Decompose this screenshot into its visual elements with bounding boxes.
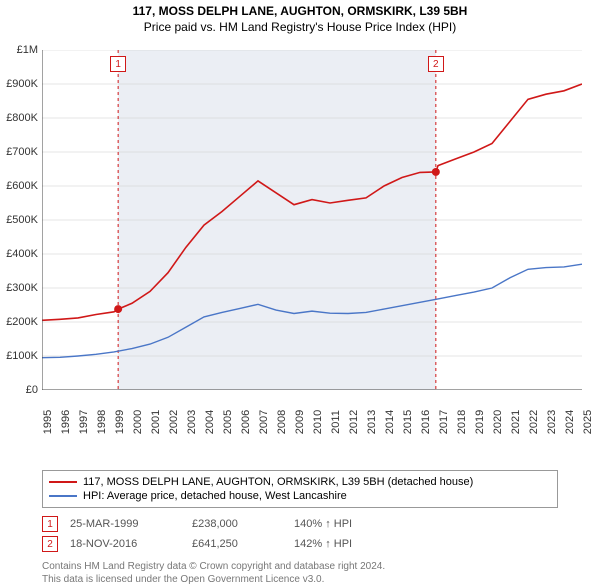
legend: 117, MOSS DELPH LANE, AUGHTON, ORMSKIRK,… <box>42 470 558 508</box>
sale-row: 2 18-NOV-2016 £641,250 142% ↑ HPI <box>42 534 558 554</box>
y-tick-label: £0 <box>0 384 38 396</box>
x-tick-label: 2022 <box>528 410 540 434</box>
legend-swatch <box>49 495 77 497</box>
x-tick-label: 2007 <box>258 410 270 434</box>
y-tick-label: £600K <box>0 180 38 192</box>
y-tick-label: £800K <box>0 112 38 124</box>
chart-subtitle: Price paid vs. HM Land Registry's House … <box>0 20 600 34</box>
x-tick-label: 2013 <box>366 410 378 434</box>
chart-marker-1: 1 <box>110 56 126 72</box>
x-tick-label: 2016 <box>420 410 432 434</box>
y-tick-label: £100K <box>0 350 38 362</box>
x-tick-label: 1999 <box>114 410 126 434</box>
x-tick-label: 2001 <box>150 410 162 434</box>
x-tick-label: 1997 <box>78 410 90 434</box>
x-tick-label: 2017 <box>438 410 450 434</box>
x-tick-label: 2019 <box>474 410 486 434</box>
x-tick-label: 2023 <box>546 410 558 434</box>
footer: Contains HM Land Registry data © Crown c… <box>42 560 558 586</box>
sale-price: £641,250 <box>192 538 282 550</box>
x-tick-label: 1998 <box>96 410 108 434</box>
x-tick-label: 2009 <box>294 410 306 434</box>
x-tick-label: 1995 <box>42 410 54 434</box>
x-tick-label: 2010 <box>312 410 324 434</box>
sale-price: £238,000 <box>192 518 282 530</box>
x-tick-label: 2008 <box>276 410 288 434</box>
legend-label: HPI: Average price, detached house, West… <box>83 490 347 502</box>
chart-marker-2: 2 <box>428 56 444 72</box>
sale-marker: 2 <box>42 536 58 552</box>
y-tick-label: £1M <box>0 44 38 56</box>
y-tick-label: £400K <box>0 248 38 260</box>
y-tick-label: £300K <box>0 282 38 294</box>
y-tick-label: £900K <box>0 78 38 90</box>
y-tick-label: £500K <box>0 214 38 226</box>
x-tick-label: 2024 <box>564 410 576 434</box>
sale-date: 25-MAR-1999 <box>70 518 180 530</box>
legend-item: HPI: Average price, detached house, West… <box>49 489 551 503</box>
y-tick-label: £200K <box>0 316 38 328</box>
sale-delta: 140% ↑ HPI <box>294 518 352 530</box>
x-tick-label: 2004 <box>204 410 216 434</box>
sale-row: 1 25-MAR-1999 £238,000 140% ↑ HPI <box>42 514 558 534</box>
x-tick-label: 2021 <box>510 410 522 434</box>
legend-item: 117, MOSS DELPH LANE, AUGHTON, ORMSKIRK,… <box>49 475 551 489</box>
legend-label: 117, MOSS DELPH LANE, AUGHTON, ORMSKIRK,… <box>83 476 473 488</box>
x-tick-label: 2014 <box>384 410 396 434</box>
x-tick-label: 2000 <box>132 410 144 434</box>
x-tick-label: 2002 <box>168 410 180 434</box>
x-tick-label: 2006 <box>240 410 252 434</box>
x-tick-label: 2020 <box>492 410 504 434</box>
chart-plot <box>42 50 582 390</box>
sales-table: 1 25-MAR-1999 £238,000 140% ↑ HPI 2 18-NOV-20… <box>42 514 558 554</box>
x-tick-label: 2025 <box>582 410 594 434</box>
chart-title: 117, MOSS DELPH LANE, AUGHTON, ORMSKIRK,… <box>0 4 600 18</box>
x-tick-label: 2012 <box>348 410 360 434</box>
y-tick-label: £700K <box>0 146 38 158</box>
footer-line-1: Contains HM Land Registry data © Crown c… <box>42 560 558 573</box>
x-tick-label: 1996 <box>60 410 72 434</box>
footer-line-2: This data is licensed under the Open Gov… <box>42 573 558 586</box>
x-tick-label: 2005 <box>222 410 234 434</box>
legend-swatch <box>49 481 77 483</box>
x-tick-label: 2011 <box>330 410 342 434</box>
sale-marker: 1 <box>42 516 58 532</box>
sale-delta: 142% ↑ HPI <box>294 538 352 550</box>
x-tick-label: 2018 <box>456 410 468 434</box>
sale-date: 18-NOV-2016 <box>70 538 180 550</box>
x-tick-label: 2015 <box>402 410 414 434</box>
x-tick-label: 2003 <box>186 410 198 434</box>
